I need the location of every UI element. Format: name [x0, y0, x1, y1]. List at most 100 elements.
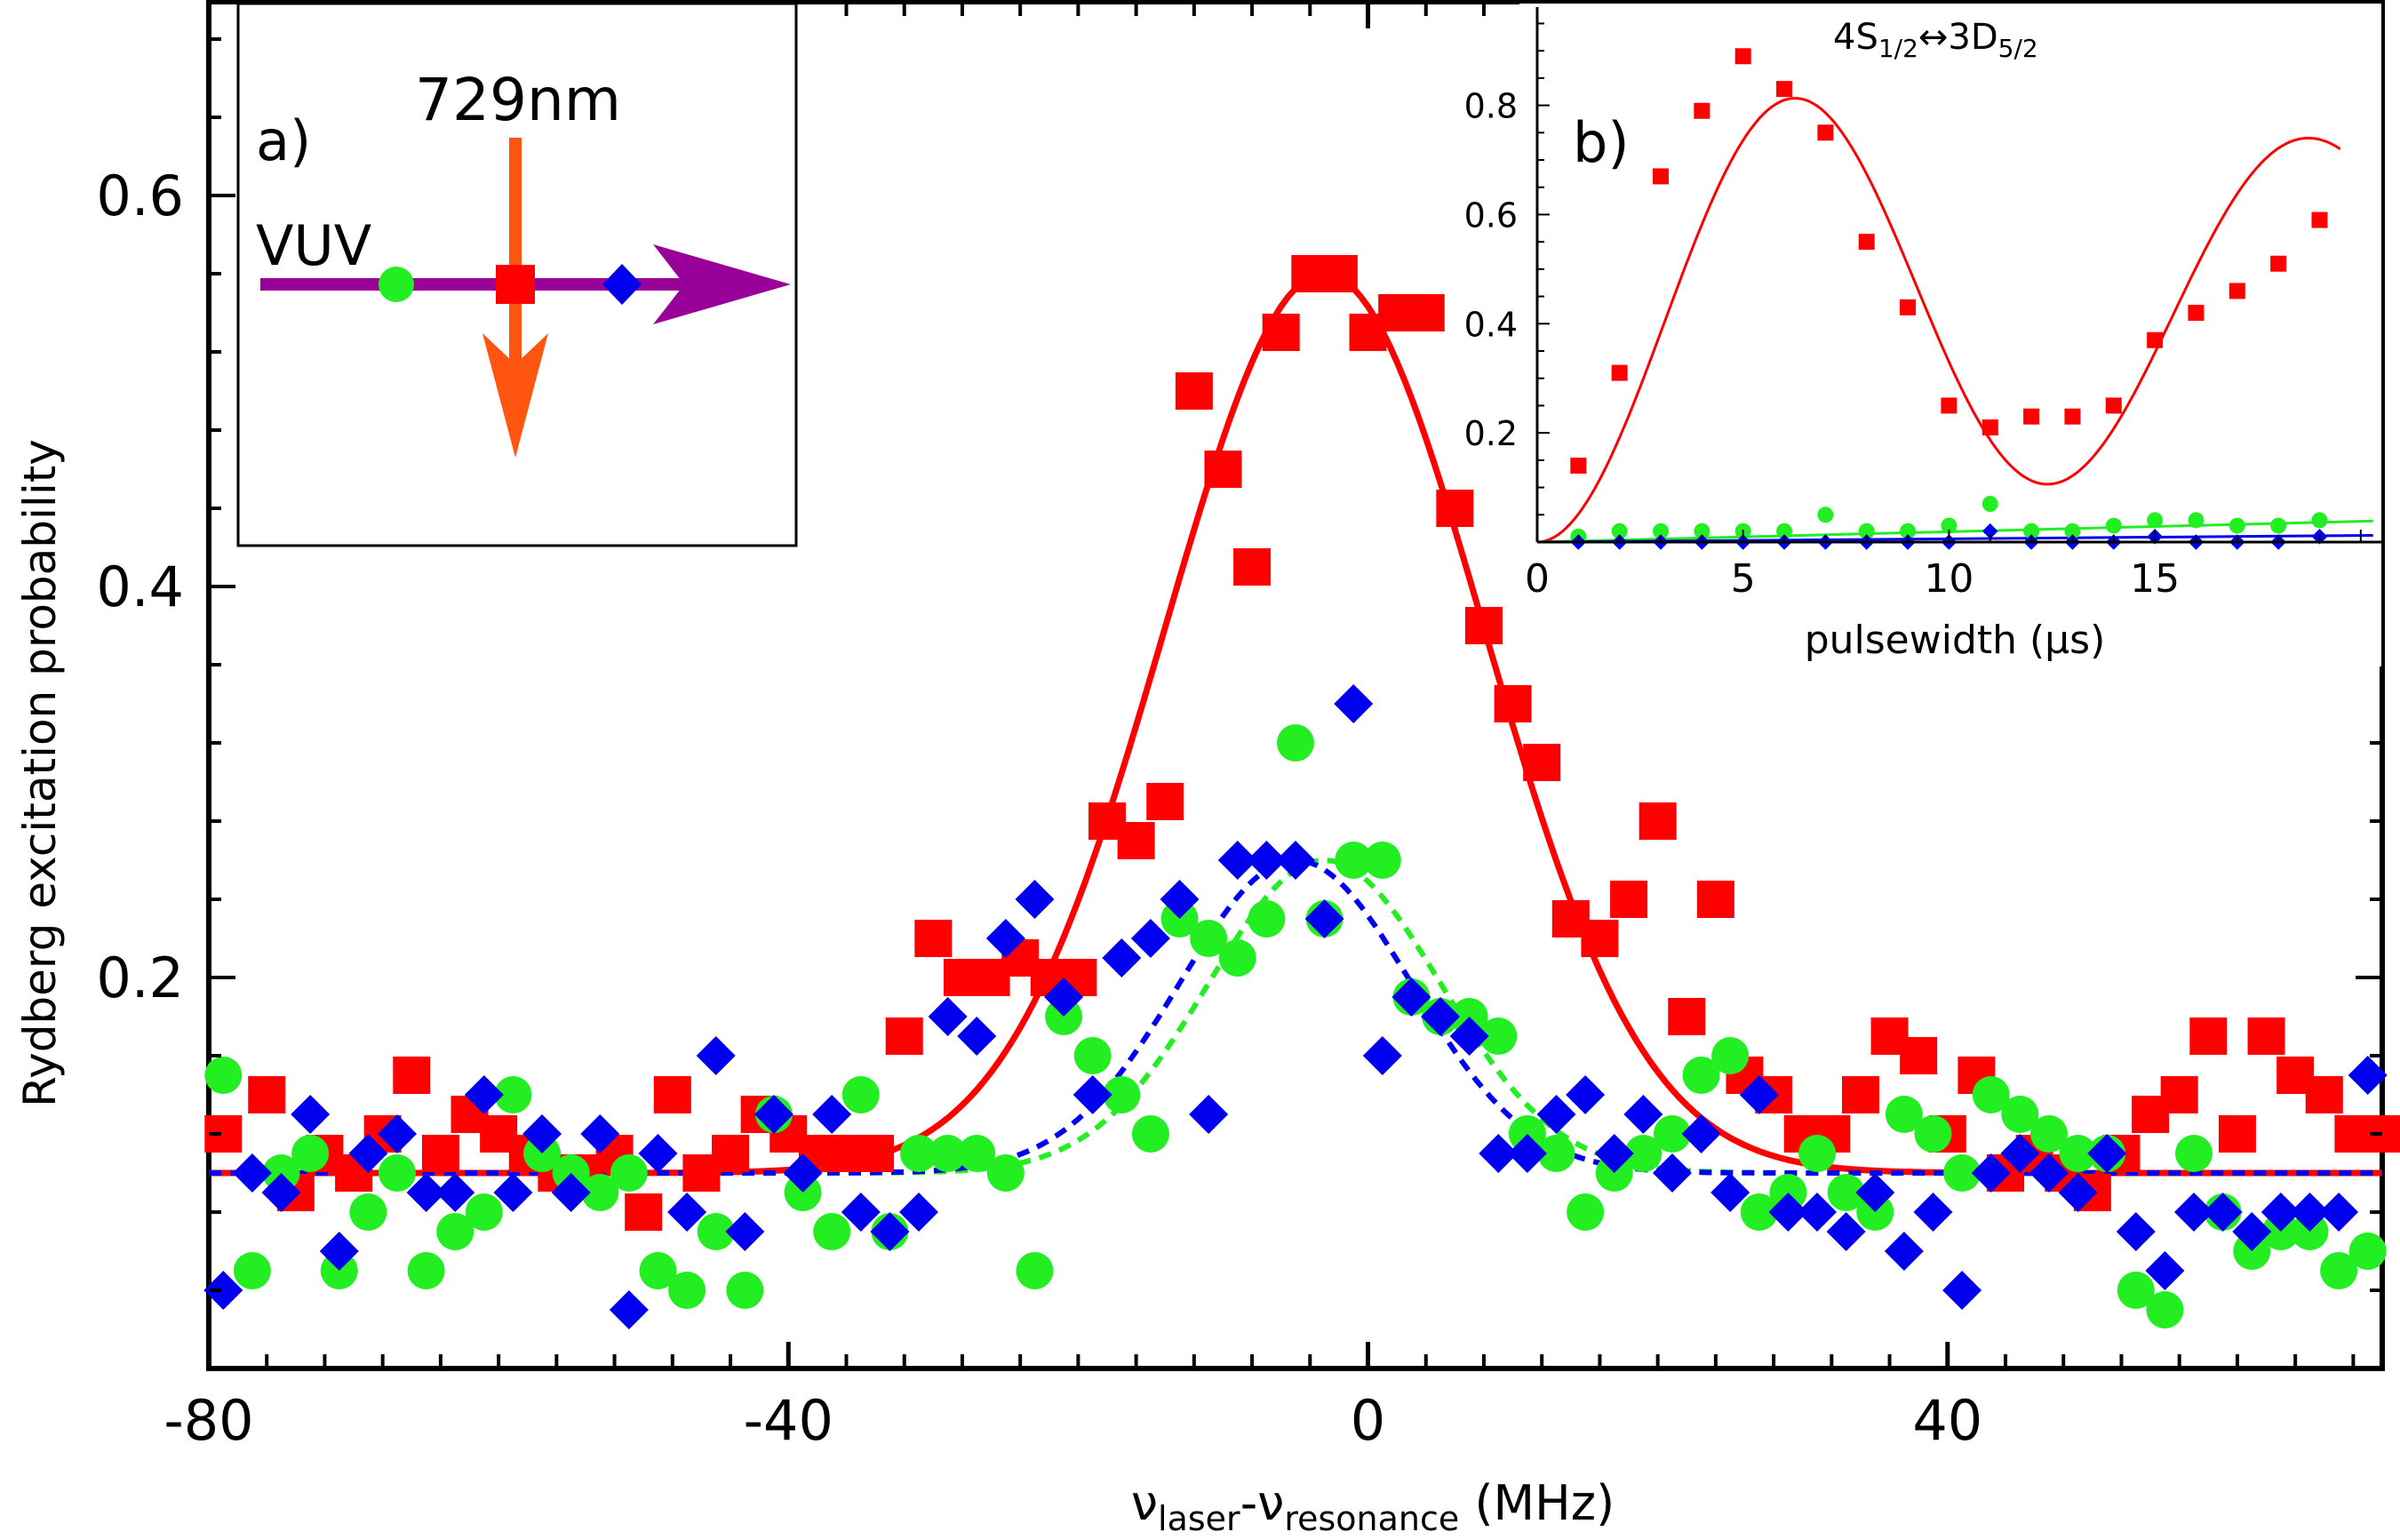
data-point-diamond: [1798, 1193, 1838, 1232]
data-point-diamond: [261, 1173, 301, 1212]
data-point-diamond: [2058, 1173, 2098, 1212]
data-point-diamond: [1391, 977, 1431, 1017]
data-point-diamond: [725, 1212, 765, 1251]
data-point-square: [1320, 255, 1358, 292]
data-point-diamond: [1623, 1095, 1663, 1134]
data-point-circle: [1335, 842, 1373, 879]
data-point-square: [1494, 685, 1532, 722]
data-point-diamond: [1421, 997, 1461, 1036]
inset-point-diamond: [1981, 523, 1998, 539]
data-point-diamond: [2348, 1056, 2388, 1095]
inset-point-square: [2311, 211, 2328, 228]
data-point-diamond: [2260, 1193, 2300, 1232]
inset-a-laser-label: 729nm: [415, 66, 621, 134]
data-point-circle: [407, 1252, 445, 1289]
inset-a-diagram: a) 729nm VUV: [236, 2, 798, 547]
laser-beam-arrowhead: [482, 333, 548, 458]
data-point-square: [712, 1135, 750, 1172]
data-point-circle: [1103, 1076, 1141, 1113]
data-point-square: [1464, 607, 1503, 644]
main-data-points: [203, 255, 2400, 1329]
inset-point-square: [1900, 299, 1917, 315]
data-point-diamond: [1826, 1212, 1866, 1251]
data-point-diamond: [1102, 938, 1142, 977]
data-point-diamond: [1334, 684, 1374, 723]
inset-x-tick-label: 5: [1731, 556, 1756, 602]
data-point-diamond: [1044, 977, 1084, 1017]
data-point-diamond: [2319, 1193, 2359, 1232]
data-point-circle: [2059, 1135, 2097, 1172]
inset-point-circle: [1611, 523, 1628, 539]
inset-a-beam-label: VUV: [256, 213, 371, 278]
data-point-square: [1639, 802, 1677, 840]
data-point-square: [1610, 881, 1648, 918]
inset-point-circle: [1653, 523, 1670, 539]
data-point-circle: [494, 1076, 532, 1113]
data-point-diamond: [1130, 919, 1170, 958]
data-point-circle: [465, 1193, 503, 1231]
data-point-square: [1523, 744, 1561, 781]
data-point-square: [2247, 1017, 2285, 1055]
inset-fit-red: [1536, 97, 2341, 544]
data-point-circle: [2029, 1115, 2068, 1153]
inset-y-tick-label: 0.8: [1464, 87, 1518, 126]
x-tick-label: 0: [1351, 1388, 1385, 1453]
data-point-square: [885, 1017, 923, 1055]
data-point-diamond: [1971, 1153, 2011, 1193]
inset-a-green-marker: [379, 267, 414, 302]
inset-point-circle: [1817, 507, 1834, 523]
data-point-square: [2189, 1017, 2228, 1055]
data-point-circle: [986, 1154, 1025, 1192]
inset-point-circle: [2229, 517, 2245, 534]
data-point-circle: [2348, 1233, 2387, 1270]
inset-point-square: [2270, 255, 2287, 272]
data-point-diamond: [1160, 880, 1200, 919]
data-point-square: [1900, 1037, 1938, 1074]
data-point-diamond: [522, 1114, 562, 1153]
data-point-diamond: [1681, 1114, 1721, 1153]
data-point-square: [1407, 294, 1445, 331]
data-point-circle: [1537, 1135, 1575, 1172]
data-point-square: [1841, 1076, 1879, 1113]
data-point-square: [1204, 451, 1242, 488]
inset-point-square: [2147, 331, 2164, 348]
data-point-square: [1175, 372, 1213, 410]
data-point-diamond: [928, 997, 968, 1036]
inset-point-circle: [1858, 523, 1875, 539]
inset-point-square: [2229, 283, 2245, 299]
inset-point-square: [1858, 234, 1875, 251]
data-point-diamond: [609, 1290, 649, 1329]
x-tick-label: -40: [744, 1388, 833, 1453]
inset-point-circle: [2105, 517, 2122, 534]
data-point-circle: [1653, 1115, 1691, 1153]
inset-title-sub-2: 5/2: [1998, 34, 2038, 63]
data-point-diamond: [1855, 1173, 1895, 1212]
vuv-beam-arrowhead: [653, 244, 791, 324]
data-point-circle: [1218, 939, 1256, 977]
data-point-diamond: [1652, 1153, 1692, 1193]
data-point-diamond: [1217, 841, 1257, 880]
data-point-circle: [2146, 1291, 2184, 1329]
inset-axis-ticks: 0 5 10 15 0.2 0.4 0.6 0.8: [1464, 7, 2381, 602]
inset-a-blue-marker: [602, 264, 642, 305]
inset-point-square: [1776, 81, 1793, 98]
data-point-circle: [1567, 1193, 1605, 1231]
data-point-diamond: [1536, 1095, 1576, 1134]
data-point-diamond: [2174, 1193, 2214, 1232]
data-point-circle: [1914, 1115, 1952, 1153]
data-point-diamond: [1739, 1075, 1779, 1114]
data-point-square: [393, 1057, 431, 1094]
inset-point-circle: [1981, 496, 1998, 512]
inset-b-background: [1519, 4, 2381, 666]
data-point-diamond: [377, 1114, 417, 1153]
data-point-square: [421, 1135, 459, 1172]
inset-point-circle: [1941, 517, 1957, 534]
x-label-sub-resonance: resonance: [1284, 1499, 1459, 1538]
data-point-circle: [204, 1057, 243, 1094]
data-point-circle: [929, 1135, 967, 1172]
data-point-circle: [639, 1252, 677, 1289]
data-point-square: [1117, 822, 1155, 859]
data-point-diamond: [1072, 1075, 1112, 1114]
data-point-square: [857, 1135, 895, 1172]
